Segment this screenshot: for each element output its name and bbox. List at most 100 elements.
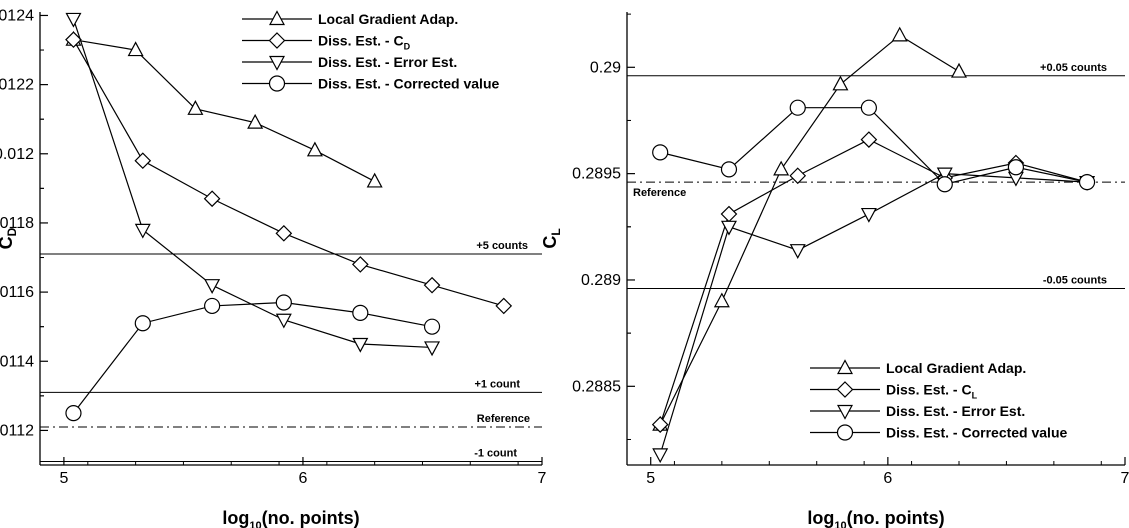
- cd-y-tick-label: 0.012: [0, 146, 34, 163]
- cl-data-point: [1007, 159, 1025, 176]
- cd-series-line: [72, 301, 433, 414]
- cl-series-diss-est-corrected-value: [652, 99, 1096, 193]
- cl-data-point: [789, 167, 807, 185]
- cl-data-point: [860, 131, 878, 148]
- cd-data-point: [351, 256, 369, 273]
- cl-series-diss-est-cl: [651, 131, 1096, 433]
- cd-x-axis-label: log10(no. points): [222, 508, 359, 528]
- cl-x-axis-label: log10(no. points): [807, 508, 944, 528]
- cl-data-point: [773, 160, 790, 176]
- cd-data-point: [204, 297, 221, 315]
- cd-legend-label: Diss. Est. - CD: [318, 33, 411, 52]
- cd-series-diss-est-corrected-value: [65, 294, 441, 422]
- cd-x-tick-label: 7: [538, 470, 547, 487]
- cd-data-point: [424, 341, 441, 357]
- cd-data-point: [275, 313, 292, 329]
- cl-data-point: [720, 205, 738, 223]
- cd-data-point: [204, 279, 221, 294]
- cl-data-point: [860, 99, 877, 116]
- cd-data-point: [134, 152, 152, 170]
- cd-legend: Local Gradient Adap. Diss. Est. - CD Diss.…: [242, 10, 500, 92]
- cl-data-point: [936, 167, 953, 183]
- cd-data-point: [247, 113, 264, 129]
- cl-data-point: [789, 99, 806, 116]
- cd-data-point: [352, 304, 369, 321]
- cd-data-point: [65, 12, 82, 28]
- cl-legend-label: Local Gradient Adap.: [886, 360, 1026, 376]
- cd-y-tick-label: 0.0118: [0, 215, 34, 232]
- cl-data-point: [1078, 174, 1096, 191]
- cd-ref-label-reference: Reference: [477, 413, 530, 425]
- cd-data-point: [423, 318, 441, 335]
- cl-legend-marker: [836, 404, 854, 420]
- cd-legend-label: Local Gradient Adap.: [318, 11, 458, 27]
- cd-y-tick-label: 0.0124: [0, 7, 34, 24]
- cd-data-point: [495, 297, 513, 315]
- cl-legend-marker: [836, 381, 854, 398]
- cd-x-tick-label: 6: [298, 470, 307, 487]
- cl-legend-label: Diss. Est. - CL: [886, 382, 978, 401]
- cl-legend: Local Gradient Adap. Diss. Est. - CL Diss.…: [810, 359, 1068, 441]
- cd-data-point: [65, 405, 82, 422]
- cd-data-point: [203, 190, 221, 208]
- cd-data-point: [423, 276, 441, 294]
- cd-data-point: [134, 223, 151, 239]
- cl-data-point: [652, 144, 669, 161]
- cd-y-tick-label: 0.0112: [0, 422, 34, 439]
- cd-data-point: [187, 100, 204, 115]
- cl-x-tick-label: 7: [1121, 470, 1129, 487]
- cl-x-tick-label: 6: [883, 470, 892, 487]
- cd-y-axis-label: CD: [0, 227, 19, 249]
- cl-x-tick-label: 5: [646, 470, 655, 487]
- cd-data-point: [275, 294, 292, 311]
- cl-data-point: [891, 26, 908, 42]
- cl-data-point: [950, 62, 968, 78]
- cd-data-point: [127, 41, 144, 57]
- cl-data-point: [652, 448, 669, 464]
- cd-ref-label-1-count: +1 count: [474, 378, 520, 390]
- cd-data-point: [352, 337, 369, 353]
- cl-data-point: [789, 244, 806, 259]
- cd-legend-marker: [268, 10, 286, 26]
- cd-legend-marker: [268, 75, 286, 92]
- cd-y-tick-label: 0.0114: [0, 353, 34, 370]
- cd-legend-label: Diss. Est. - Corrected value: [318, 76, 500, 92]
- cl-data-point: [832, 75, 849, 91]
- cd-legend-marker: [268, 32, 286, 49]
- cd-y-tick-label: 0.0122: [0, 77, 34, 94]
- cd-legend-label: Diss. Est. - Error Est.: [318, 54, 457, 70]
- cl-ref-label-reference: Reference: [633, 187, 686, 199]
- cl-ref-label-0-05-counts: -0.05 counts: [1043, 274, 1107, 286]
- cd-ref-label-5-counts: +5 counts: [476, 240, 528, 252]
- cd-series-diss-est-error-est: [65, 12, 441, 357]
- cl-legend-marker: [836, 424, 854, 441]
- cd-y-tick-label: 0.0116: [0, 284, 34, 301]
- cd-legend-marker: [268, 55, 286, 71]
- cd-data-point: [366, 172, 383, 188]
- cl-legend-label: Diss. Est. - Error Est.: [886, 403, 1025, 419]
- cl-data-point: [713, 292, 730, 308]
- cl-data-point: [720, 161, 738, 178]
- cl-data-point: [720, 220, 737, 236]
- cl-data-point: [651, 416, 669, 433]
- cl-y-tick-label: 0.289: [581, 272, 621, 289]
- cl-y-tick-label: 0.2885: [572, 378, 621, 395]
- cd-data-point: [65, 31, 82, 49]
- cd-data-point: [275, 224, 293, 242]
- cd-data-point: [306, 141, 323, 157]
- cl-y-axis-label: CL: [540, 228, 563, 248]
- cl-ref-label-0-05-counts: +0.05 counts: [1040, 62, 1107, 74]
- cl-series-line: [659, 34, 960, 425]
- cl-legend-label: Diss. Est. - Corrected value: [886, 425, 1068, 441]
- cd-x-tick-label: 5: [59, 470, 68, 487]
- cd-series-diss-est-cd: [65, 31, 513, 315]
- cd-ref-label-1-count: -1 count: [474, 448, 517, 460]
- cd-series-line: [72, 18, 433, 349]
- cl-convergence-chart: 5 6 7 0.2885 0.289 0.2895 0.29 log10(no. points…: [540, 12, 1129, 528]
- cl-series-diss-est-error-est: [652, 167, 1096, 464]
- cl-y-tick-label: 0.29: [590, 59, 621, 76]
- cl-y-tick-label: 0.2895: [572, 166, 621, 183]
- cd-data-point: [134, 315, 151, 332]
- cl-data-point: [860, 207, 877, 223]
